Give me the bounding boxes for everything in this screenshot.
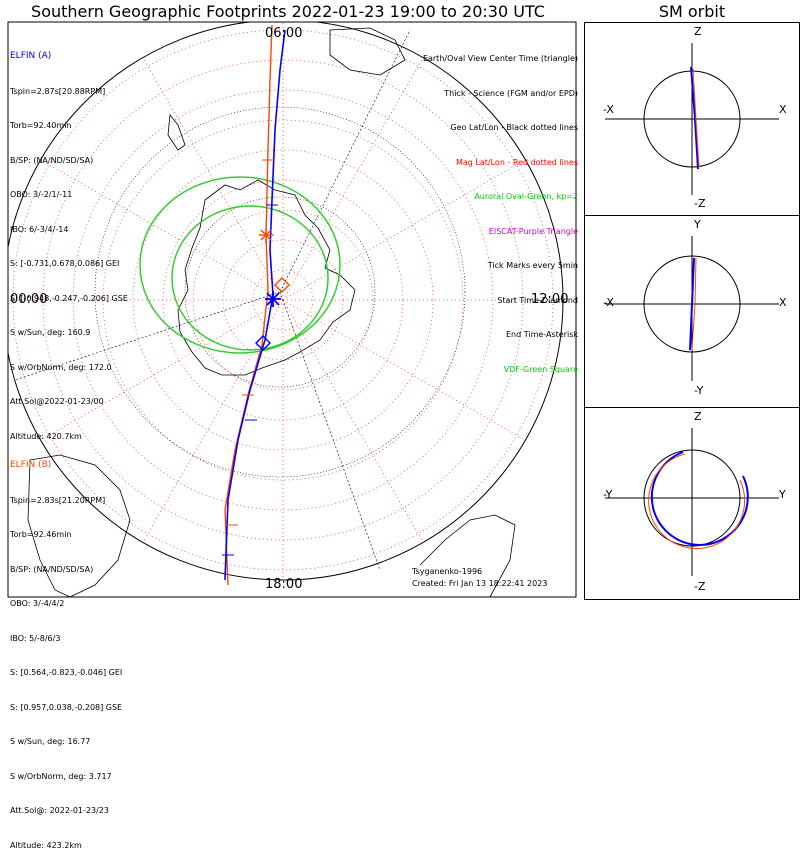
- elfin-a-center-asterisk: [265, 291, 281, 307]
- elfin-a-line: Altitude: 420.7km: [10, 431, 82, 441]
- axis-label: X: [779, 296, 787, 309]
- created-label: Created: Fri Jan 13 18:22:41 2023: [412, 579, 548, 588]
- legend-item: Auroral Oval-Green, kp=2: [474, 192, 578, 201]
- axis-label: -Y: [603, 488, 613, 501]
- sm-orbit-track-a: [689, 257, 695, 351]
- plot-title: Southern Geographic Footprints 2022-01-2…: [31, 2, 545, 21]
- legend-item: Mag Lat/Lon - Red dotted lines: [455, 157, 578, 167]
- auroral-oval-inner: [171, 205, 329, 351]
- elfin-b-line: Torb=92.46min: [10, 530, 72, 539]
- legend-item: Thick - Science (FGM and/or EPD): [444, 88, 578, 98]
- legend-item: End Time-Asterisk: [505, 330, 578, 339]
- geo-lat-lines: [94, 106, 466, 478]
- legend-item: VDF-Green Square: [503, 364, 578, 374]
- elfin-b-start-diamond: [274, 277, 290, 293]
- map-frame: [7, 21, 577, 598]
- sm-orbit-track-a: [650, 451, 749, 546]
- time-label-left: 00:00: [10, 292, 48, 307]
- sm-orbit-track-b: [691, 257, 697, 351]
- elfin-b-line: Tspin=2.83s[21.20RPM]: [10, 495, 106, 505]
- elfin-a-line: S: [-0.948,-0.247,-0.206] GSE: [10, 293, 128, 303]
- elfin-a-ticks: [222, 204, 278, 556]
- axis-label: -X: [603, 296, 614, 309]
- axis-label: Z: [694, 25, 702, 38]
- elfin-a-line: Tspin=2.87s[20.88RPM]: [10, 86, 106, 96]
- map-boundary-circle: [8, 22, 564, 581]
- elfin-b-end-asterisk: [259, 228, 273, 242]
- sm-orbit-track-b: [692, 68, 700, 168]
- elfin-a-name: ELFIN (A): [10, 51, 52, 61]
- legend-item: EISCAT-Purple Triangle: [488, 226, 578, 236]
- elfin-b-line: S: [0.957,0.038,-0.208] GSE: [10, 702, 123, 712]
- elfin-a-track: [224, 29, 286, 581]
- antarctica-coastline: [177, 179, 356, 376]
- axis-label: Z: [694, 410, 702, 423]
- elfin-a-line: B/SP: (NA/ND/SD/SA): [10, 155, 94, 165]
- axis-label: -Z: [694, 197, 706, 210]
- elfin-a-start-diamond: [255, 335, 271, 351]
- axis-label: -X: [603, 103, 614, 116]
- sm-panel-xz: Z -Z -X X: [584, 22, 800, 216]
- time-label-bottom: 18:00: [265, 577, 303, 592]
- africa-coastline: [419, 514, 516, 597]
- elfin-b-name: ELFIN (B): [10, 460, 52, 470]
- elfin-b-line: S w/Sun, deg: 16.77: [10, 737, 91, 746]
- map-legend: Earth/Oval View Center Time (triangle) T…: [423, 30, 578, 387]
- new-zealand-coastline: [167, 113, 186, 151]
- time-label-right: 12:00: [531, 292, 569, 307]
- axis-label: -Z: [694, 580, 706, 593]
- sm-panel-xy: Y -Y -X X: [584, 215, 800, 408]
- elfin-a-line: S w/OrbNorm, deg: 172.0: [10, 362, 112, 372]
- polar-footprint-map: [7, 21, 577, 598]
- elfin-a-line: S w/Sun, deg: 160.9: [10, 328, 91, 337]
- elfin-b-info: ELFIN (B) Tspin=2.83s[21.20RPM] Torb=92.…: [10, 437, 122, 863]
- elfin-b-line: B/SP: (NA/ND/SD/SA): [10, 564, 94, 574]
- elfin-a-line: IBO: 6/-3/4/-14: [10, 224, 69, 234]
- elfin-b-line: Att.Sol@: 2022-01-23/23: [10, 806, 109, 815]
- axis-label: Y: [694, 218, 701, 231]
- elfin-a-line: OBO: 3/-2/1/-11: [10, 190, 73, 199]
- sm-orbit-track-b: [648, 453, 746, 550]
- sm-panel-yz: Z -Z -Y Y: [584, 407, 800, 600]
- legend-item: Tick Marks every 5min: [487, 261, 578, 270]
- elfin-a-line: Att.Sol@2022-01-23/00: [10, 397, 104, 406]
- legend-item: Earth/Oval View Center Time (triangle): [422, 54, 578, 63]
- elfin-b-line: S w/OrbNorm, deg: 3.717: [10, 771, 112, 781]
- elfin-b-track: [224, 24, 273, 586]
- elfin-b-line: S: [0.564,-0.823,-0.046] GEI: [10, 668, 123, 677]
- elfin-a-line: Torb=92.40min: [10, 121, 72, 130]
- elfin-b-line: Altitude: 423.2km: [10, 840, 82, 850]
- model-label: Tsyganenko-1996: [412, 567, 483, 576]
- australia-coastline: [329, 27, 406, 76]
- legend-item: Start Time-Diamond: [497, 295, 578, 305]
- elfin-a-info: ELFIN (A) Tspin=2.87s[20.88RPM] Torb=92.…: [10, 28, 128, 454]
- axis-label: Y: [779, 488, 786, 501]
- auroral-oval-outer: [139, 176, 341, 354]
- mag-lon-lines: [8, 22, 563, 580]
- elfin-b-line: IBO: 5/-8/6/3: [10, 633, 61, 643]
- axis-label: X: [779, 103, 787, 116]
- axis-label: -Y: [694, 384, 704, 397]
- time-label-top: 06:00: [265, 26, 303, 41]
- elfin-a-line: S: [-0.731,0.678,0.086] GEI: [10, 259, 120, 268]
- sm-orbit-track-a: [690, 66, 699, 170]
- south-america-coastline: [27, 454, 131, 597]
- sm-orbit-title: SM orbit: [658, 2, 726, 21]
- legend-item: Geo Lat/Lon - Black dotted lines: [450, 123, 578, 132]
